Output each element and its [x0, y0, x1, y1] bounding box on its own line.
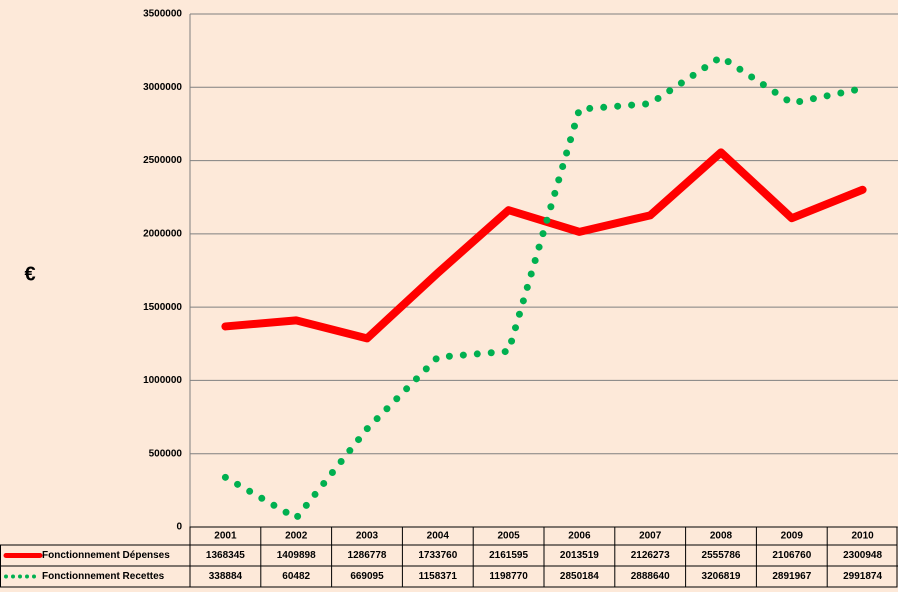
table-value: 1368345: [206, 550, 245, 561]
table-value: 338884: [209, 571, 243, 582]
table-value: 2013519: [560, 550, 599, 561]
x-tick-label: 2002: [285, 531, 308, 542]
table-value: 2300948: [843, 550, 882, 561]
table-value: 1286778: [348, 550, 387, 561]
y-tick-label: 1500000: [143, 302, 182, 313]
x-tick-label: 2007: [639, 531, 662, 542]
x-tick-label: 2003: [356, 531, 379, 542]
y-tick-label: 0: [176, 522, 182, 533]
table-value: 2891967: [772, 571, 811, 582]
series-line: [221, 53, 867, 522]
table-value: 2161595: [489, 550, 528, 561]
x-tick-label: 2010: [851, 531, 874, 542]
x-tick-label: 2004: [427, 531, 450, 542]
y-tick-label: 3000000: [143, 82, 182, 93]
table-value: 60482: [282, 571, 310, 582]
table-value: 3206819: [702, 571, 741, 582]
y-tick-label: 1000000: [143, 375, 182, 386]
x-tick-label: 2006: [568, 531, 591, 542]
x-tick-label: 2008: [710, 531, 733, 542]
y-tick-label: 3500000: [143, 9, 182, 20]
table-value: 2106760: [772, 550, 811, 561]
x-tick-label: 2009: [781, 531, 804, 542]
table-value: 1409898: [277, 550, 316, 561]
y-tick-label: 500000: [149, 448, 183, 459]
table-value: 2126273: [631, 550, 670, 561]
y-tick-label: 2000000: [143, 228, 182, 239]
legend-label: Fonctionnement Dépenses: [42, 550, 170, 561]
table-value: 2991874: [843, 571, 882, 582]
table-value: 1733760: [418, 550, 457, 561]
table-value: 2850184: [560, 571, 599, 582]
table-value: 669095: [350, 571, 384, 582]
table-value: 1198770: [489, 571, 528, 582]
table-value: 1158371: [419, 571, 458, 582]
x-tick-label: 2005: [497, 531, 520, 542]
legend-label: Fonctionnement Recettes: [42, 571, 165, 582]
x-tick-label: 2001: [214, 531, 237, 542]
table-value: 2555786: [702, 550, 741, 561]
y-axis-label: €: [24, 263, 35, 285]
y-tick-label: 2500000: [143, 155, 182, 166]
table-value: 2888640: [631, 571, 670, 582]
series-line: [221, 148, 867, 343]
